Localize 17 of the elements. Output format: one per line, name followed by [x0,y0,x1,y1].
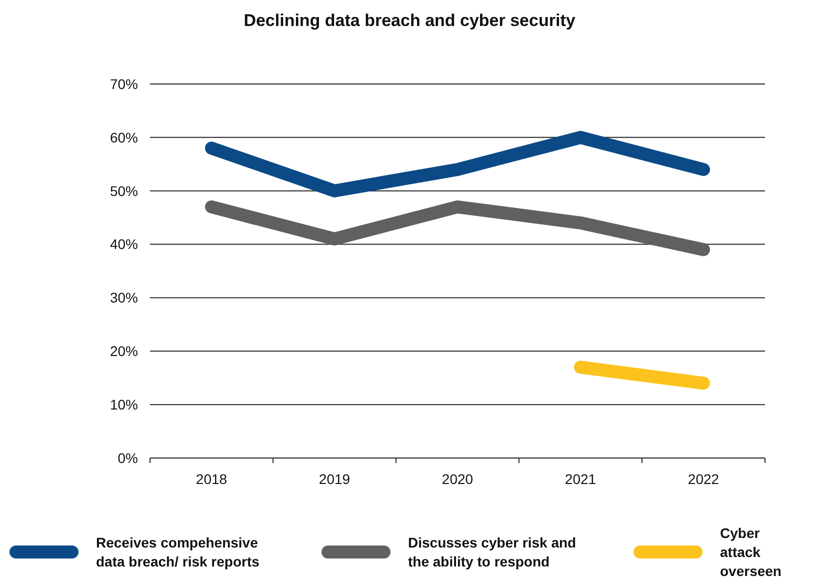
y-tick-label: 0% [118,450,138,466]
x-tick-label: 2021 [564,471,596,487]
x-tick-label: 2022 [688,471,720,487]
y-tick-label: 60% [110,129,138,146]
y-tick-label: 70% [110,76,138,92]
chart-title: Declining data breach and cyber security [244,11,576,30]
y-tick-label: 30% [110,290,138,306]
x-tick-label: 2020 [442,471,474,487]
legend-label: Discusses cyber risk and the ability to respond [408,534,576,570]
y-tick-label: 40% [110,236,138,252]
y-tick-label: 50% [110,182,138,199]
legend-label: Cyber attack overseen [720,525,782,579]
x-tick-label: 2018 [196,471,228,487]
y-tick-label: 20% [110,343,138,360]
legend-label: Receives compehensive data breach/ risk reports [96,534,260,570]
y-tick-label: 10% [110,396,138,412]
x-tick-label: 2019 [318,471,350,487]
